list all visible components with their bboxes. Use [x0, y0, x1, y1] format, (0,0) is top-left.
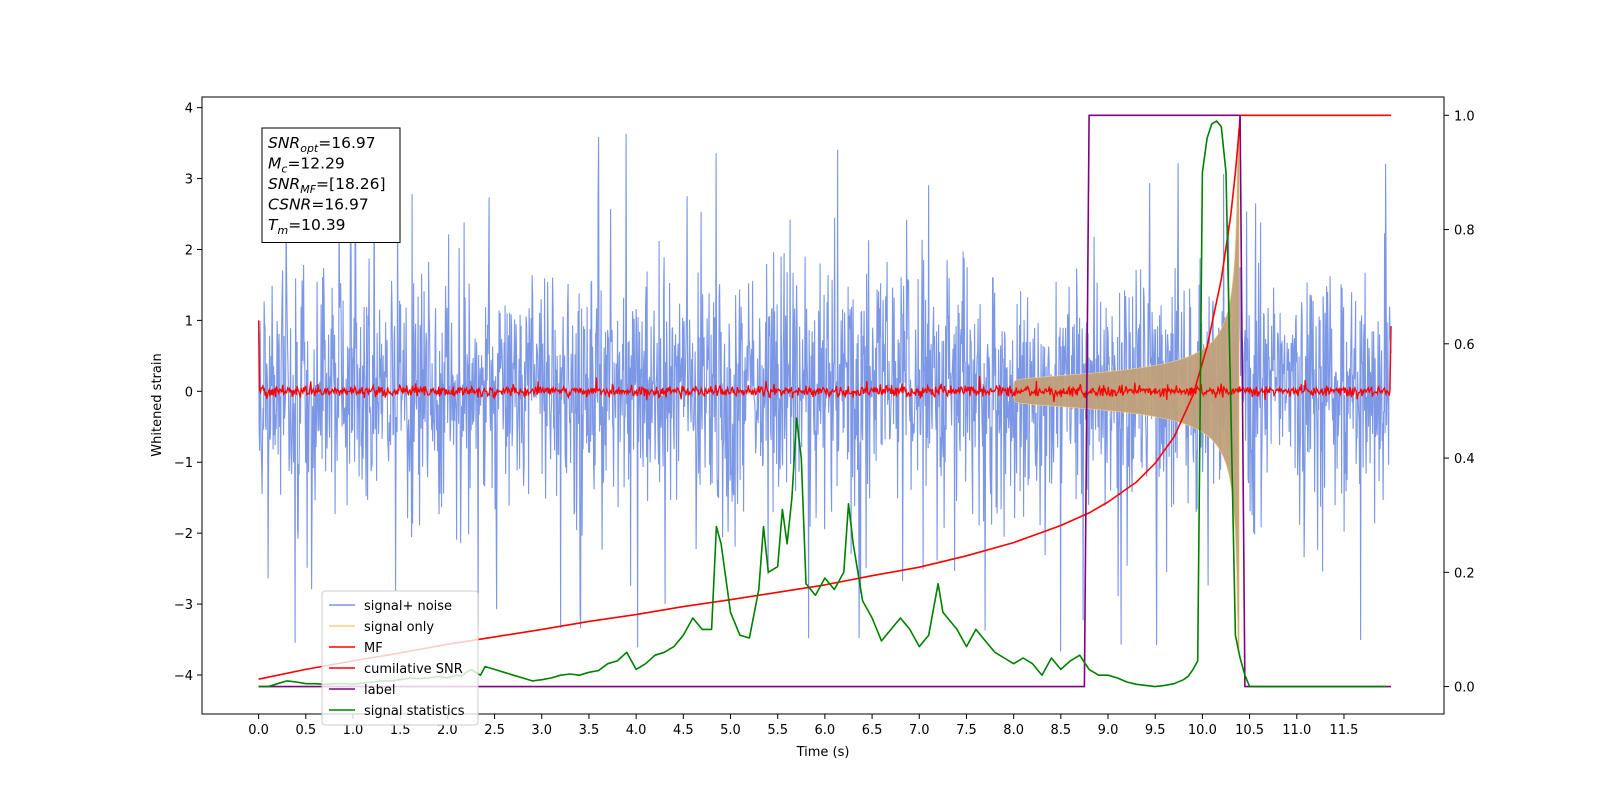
y2-tick-label: 0.2: [1454, 566, 1475, 581]
series-mf: [257, 320, 1392, 402]
y-tick-label: 4: [185, 102, 193, 117]
annotation-line: Tm=10.39: [268, 216, 346, 237]
y-axis-right: 1.0 0.8 0.6 0.4 0.2 0.0: [1444, 109, 1475, 696]
annotation-value: =10.39: [288, 216, 345, 234]
y-tick-label: −4: [174, 669, 193, 684]
y-tick-label: 0: [185, 385, 193, 400]
x-tick-label: 4.0: [626, 723, 647, 738]
x-tick-label: 0.5: [295, 723, 316, 738]
legend-label: MF: [364, 641, 383, 656]
annotation-subscript: MF: [300, 183, 316, 196]
x-axis-label: Time (s): [796, 745, 850, 760]
legend-frame: [321, 590, 479, 726]
x-tick-label: 9.0: [1098, 723, 1119, 738]
y-tick-label: −1: [174, 456, 193, 471]
legend-label: label: [364, 683, 395, 698]
annotation-symbol: M: [268, 155, 281, 173]
y-tick-label: 2: [185, 243, 193, 258]
legend-label: cumilative SNR: [364, 662, 463, 677]
x-tick-label: 4.5: [673, 723, 694, 738]
y-tick-label: 1: [185, 314, 193, 329]
legend-label: signal only: [364, 620, 434, 635]
annotation-line: Mc=12.29: [268, 155, 345, 176]
x-tick-label: 2.5: [484, 723, 505, 738]
y2-tick-label: 0.8: [1454, 224, 1475, 239]
y2-tick-label: 0.4: [1454, 452, 1475, 467]
annotation-value: =12.29: [287, 155, 344, 173]
annotation-value: =[18.26]: [316, 175, 385, 193]
x-tick-label: 7.0: [909, 723, 930, 738]
x-tick-label: 6.5: [862, 723, 883, 738]
x-tick-label: 2.0: [437, 723, 458, 738]
x-tick-label: 8.0: [1003, 723, 1024, 738]
x-tick-label: 1.0: [343, 723, 364, 738]
annotation-value: =16.97: [311, 196, 368, 214]
x-tick-label: 6.0: [815, 723, 836, 738]
x-tick-label: 11.0: [1282, 723, 1311, 738]
annotation-symbol: SNR: [268, 134, 300, 152]
y-tick-label: 3: [185, 173, 193, 188]
x-tick-label: 7.5: [956, 723, 977, 738]
x-tick-label: 3.0: [531, 723, 552, 738]
legend: signal+ noise signal only MF cumilative SNR…: [321, 590, 479, 726]
annotation-subscript: m: [277, 224, 288, 237]
annotation-line: SNRMF=[18.26]: [268, 175, 386, 196]
x-tick-label: 1.5: [390, 723, 411, 738]
x-tick-label: 11.5: [1329, 723, 1358, 738]
x-tick-label: 3.5: [579, 723, 600, 738]
series-signal-plus-noise: [258, 133, 1392, 652]
plot-frame: [201, 96, 1445, 715]
legend-label: signal statistics: [364, 704, 465, 719]
x-tick-label: 0.0: [248, 723, 269, 738]
x-tick-label: 5.5: [767, 723, 788, 738]
annotation-symbol: CSNR: [268, 196, 311, 214]
x-tick-label: 10.0: [1188, 723, 1217, 738]
annotation-line: SNRopt=16.97: [268, 134, 376, 155]
series-cumulative-snr: [258, 114, 1392, 680]
annotation-subscript: c: [281, 163, 287, 176]
annotation-symbol: SNR: [268, 175, 300, 193]
annotation-value: =16.97: [318, 134, 375, 152]
x-tick-label: 10.5: [1235, 723, 1264, 738]
y-tick-label: −2: [174, 527, 193, 542]
annotation-box: SNRopt=16.97Mc=12.29SNRMF=[18.26]CSNR=16…: [261, 127, 401, 243]
annotation-symbol: T: [268, 216, 279, 234]
annotation-frame: [261, 127, 401, 243]
y2-tick-label: 1.0: [1454, 109, 1475, 124]
annotation-subscript: opt: [300, 142, 319, 155]
x-tick-label: 8.5: [1050, 723, 1071, 738]
y2-tick-label: 0.0: [1454, 681, 1475, 696]
x-tick-label: 5.0: [720, 723, 741, 738]
annotation-line: CSNR=16.97: [268, 196, 369, 214]
y2-tick-label: 0.6: [1454, 338, 1475, 353]
y-axis-left: 4 3 2 1 0 −1 −2 −3 −4: [174, 102, 202, 684]
legend-label: signal+ noise: [364, 599, 452, 614]
y-tick-label: −3: [174, 598, 193, 613]
y-axis-label: Whitened strain: [150, 353, 165, 456]
x-tick-label: 9.5: [1145, 723, 1166, 738]
